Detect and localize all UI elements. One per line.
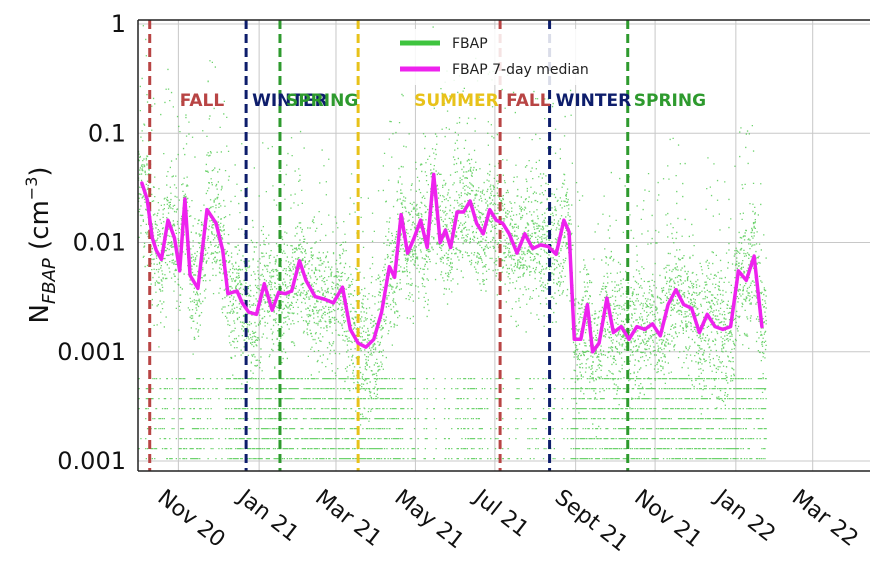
season-label-3: SUMMER (414, 91, 499, 111)
legend-label-fbap: FBAP (452, 36, 488, 52)
y-tick-label-3: 0.001 (57, 338, 126, 366)
fbap-median-line (140, 172, 764, 354)
season-label-2: SPRING (286, 91, 358, 111)
season-label-6: SPRING (634, 91, 706, 111)
x-tick-label-6: Nov 21 (629, 485, 706, 553)
season-label-4: FALL (506, 91, 551, 111)
x-tick-label-7: Jan 22 (709, 484, 780, 547)
y-tick-label-0: 1 (111, 10, 126, 38)
season-label-5: WINTER (556, 91, 632, 111)
x-tick-label-2: Mar 21 (310, 485, 386, 552)
fbap-median-series (140, 172, 764, 354)
y-tick-label-2: 0.01 (73, 229, 126, 257)
x-tick-label-3: May 21 (390, 485, 469, 554)
x-axis-ticks: Nov 20 Jan 21 Mar 21 May 21 Jul 21 Sept 21Nov… (153, 484, 863, 557)
y-tick-label-4: 0.001 (57, 447, 126, 475)
season-label-0: FALL (180, 91, 225, 111)
x-tick-label-0: Nov 20 (153, 485, 230, 553)
plot-frame (137, 19, 870, 472)
x-tick-label-4: Jul 21 (468, 484, 533, 543)
legend-label-median: FBAP 7-day median (452, 62, 589, 78)
x-tick-label-5: Sept 21 (550, 485, 632, 557)
y-axis-label: NFBAP (cm−3) (22, 166, 60, 323)
y-axis-ticks: 1 0.1 0.01 0.001 0.001 (57, 10, 126, 475)
y-tick-label-1: 0.1 (88, 119, 126, 147)
season-label-1: WINTER (252, 91, 328, 111)
x-tick-label-8: Mar 22 (787, 485, 863, 552)
legend: FBAP FBAP 7-day median (392, 29, 624, 85)
grid-lines (138, 20, 870, 471)
x-tick-label-1: Jan 21 (232, 484, 303, 547)
